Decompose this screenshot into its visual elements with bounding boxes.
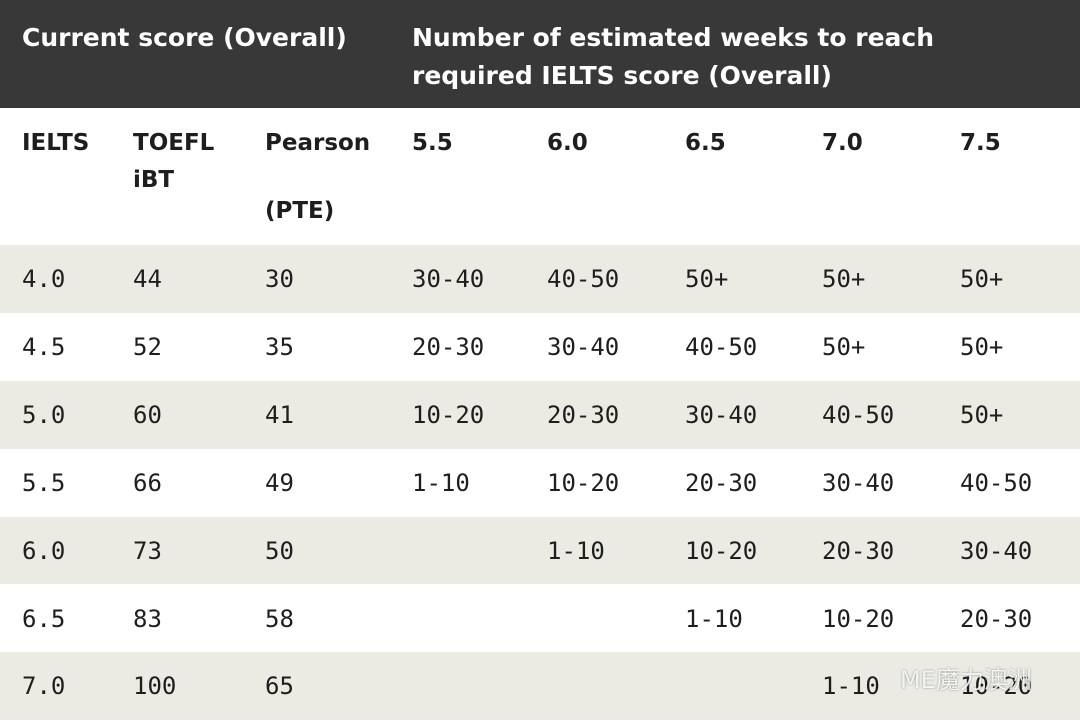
cell: 5.0 <box>22 400 66 429</box>
cell: 41 <box>265 400 294 429</box>
cell: 10-20 <box>412 400 485 429</box>
cell: 100 <box>133 672 177 701</box>
cell: 4.5 <box>22 332 66 361</box>
row-band <box>0 448 1080 517</box>
row-band <box>0 380 1080 449</box>
group-header: Number of estimated weeks to reach requi… <box>412 23 935 90</box>
cell: 66 <box>133 468 162 497</box>
column-header: 5.5 <box>412 130 453 156</box>
cell: 30-40 <box>547 332 620 361</box>
cell: 60 <box>133 400 162 429</box>
cell: 40-50 <box>685 332 758 361</box>
cell: 4.0 <box>22 265 66 293</box>
cell: 1-10 <box>822 672 880 701</box>
cell: 10-20 <box>685 536 758 565</box>
cell: 10-20 <box>822 604 895 633</box>
cell: 20-30 <box>960 604 1033 633</box>
column-header: 7.0 <box>822 130 863 156</box>
cell: 50+ <box>960 265 1004 293</box>
watermark: ME魔力澳洲 <box>900 666 1032 694</box>
cell: 83 <box>133 604 162 633</box>
column-header: (PTE) <box>265 198 335 224</box>
cell: 20-30 <box>685 468 758 497</box>
cell: 20-30 <box>547 400 620 429</box>
cell: 52 <box>133 332 162 361</box>
cell: 35 <box>265 332 294 361</box>
cell: 40-50 <box>547 265 620 293</box>
column-header: iBT <box>133 167 175 193</box>
column-header: TOEFL <box>133 130 215 156</box>
column-header: 7.5 <box>960 130 1001 156</box>
cell: 49 <box>265 468 294 497</box>
cell: 20-30 <box>822 536 895 565</box>
column-header: 6.0 <box>547 130 588 156</box>
cell: 1-10 <box>685 604 743 633</box>
cell: 10-20 <box>960 672 1033 701</box>
cell: 30-40 <box>685 400 758 429</box>
cell: 6.5 <box>22 604 66 633</box>
cell: 30-40 <box>960 536 1033 565</box>
cell: 30-40 <box>412 265 485 293</box>
cell: 50+ <box>822 332 866 361</box>
cell: 40-50 <box>822 400 895 429</box>
header-band: Current score (Overall) Number of estima… <box>0 0 1080 108</box>
column-header: Pearson <box>265 130 371 156</box>
cell: 5.5 <box>22 468 66 497</box>
cell: 6.0 <box>22 536 66 565</box>
cell: 30-40 <box>822 468 895 497</box>
cell: 20-30 <box>412 332 485 361</box>
row-band <box>0 652 1080 721</box>
group-header: Current score (Overall) <box>22 23 347 52</box>
cell: 40-50 <box>960 468 1033 497</box>
cell: 1-10 <box>412 468 470 497</box>
row-band <box>0 245 1080 313</box>
cell: 73 <box>133 536 162 565</box>
row-band <box>0 312 1080 381</box>
cell: 58 <box>265 604 294 633</box>
column-header: IELTS <box>22 130 90 156</box>
cell: 50+ <box>960 400 1004 429</box>
cell: 7.0 <box>22 672 66 701</box>
cell: 1-10 <box>547 536 605 565</box>
row-band <box>0 584 1080 653</box>
cell: 44 <box>133 265 162 293</box>
cell: 65 <box>265 672 294 701</box>
cell: 50+ <box>960 332 1004 361</box>
column-header: 6.5 <box>685 130 726 156</box>
cell: 30 <box>265 265 294 293</box>
cell: 50 <box>265 536 294 565</box>
cell: 50+ <box>822 265 866 293</box>
cell: 10-20 <box>547 468 620 497</box>
row-band <box>0 516 1080 585</box>
cell: 50+ <box>685 265 729 293</box>
